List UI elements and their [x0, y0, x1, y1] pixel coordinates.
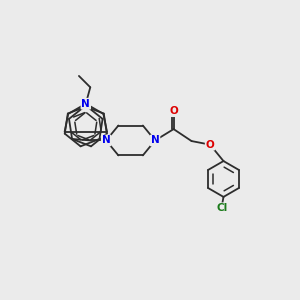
Text: O: O [169, 106, 178, 116]
Text: N: N [102, 136, 110, 146]
Text: N: N [151, 136, 160, 146]
Text: Cl: Cl [216, 203, 228, 213]
Text: N: N [81, 99, 90, 109]
Text: O: O [206, 140, 214, 150]
